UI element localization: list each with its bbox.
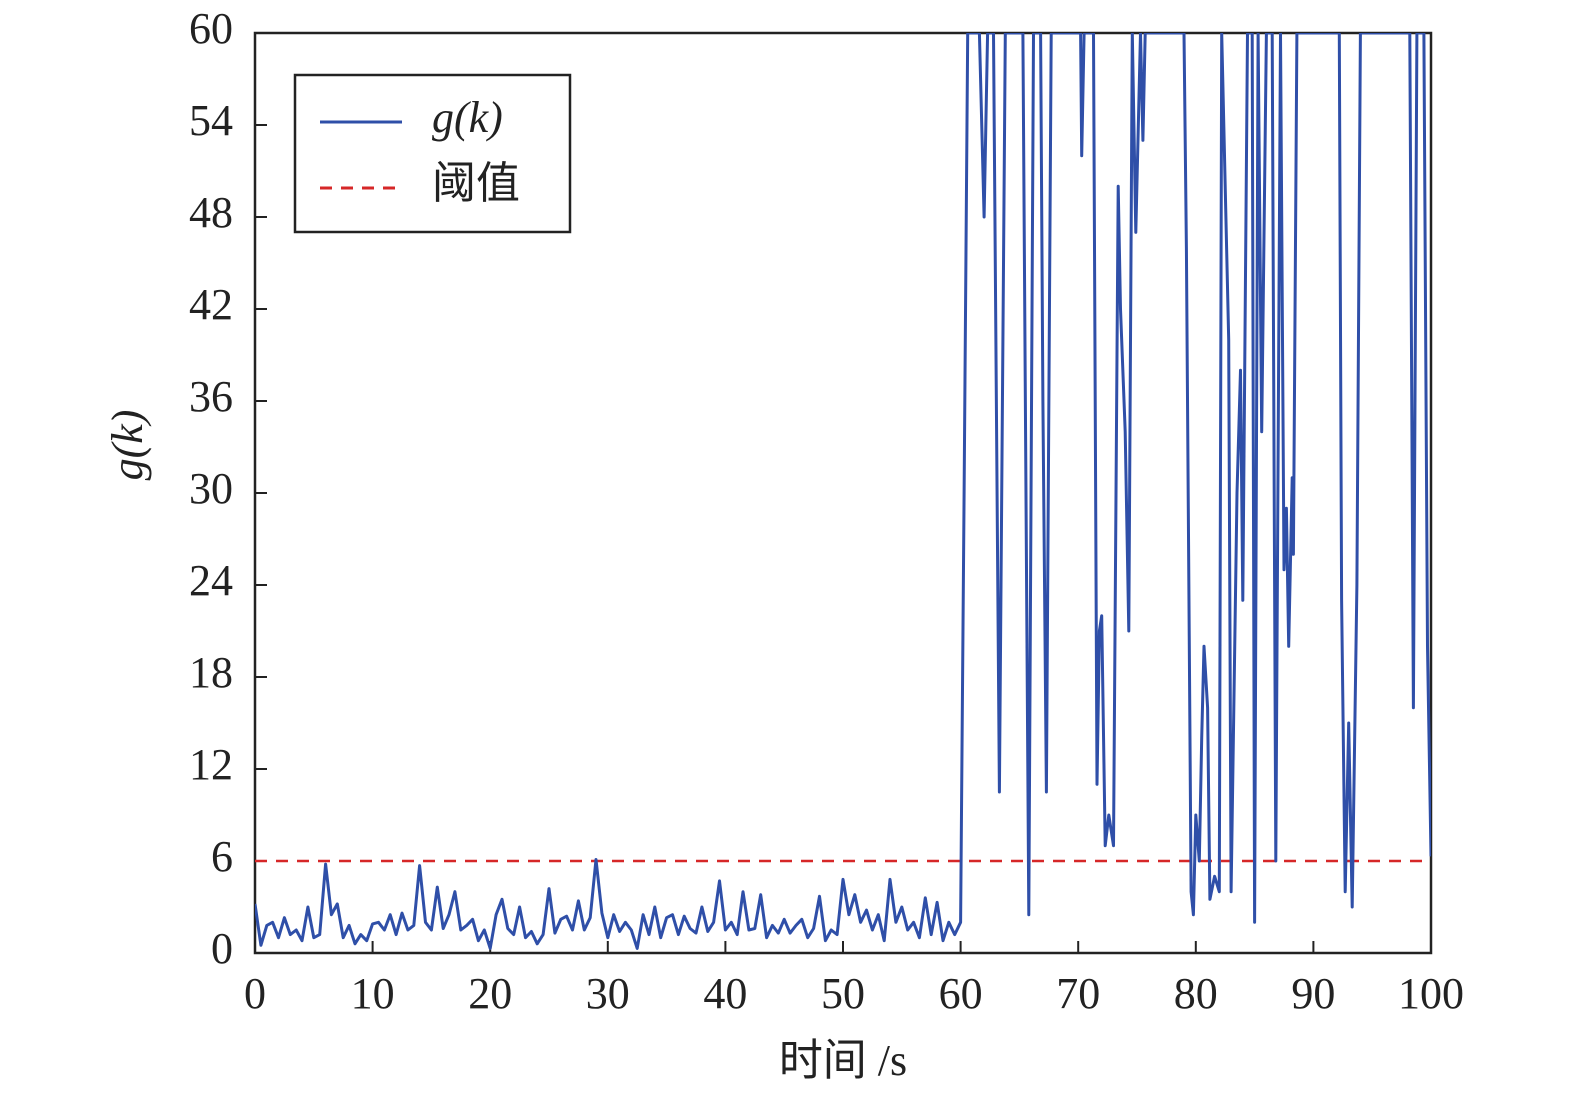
x-tick-label: 20 <box>468 969 512 1018</box>
legend-label: g(k) <box>432 93 503 142</box>
x-axis-label: 时间 /s <box>779 1036 907 1085</box>
x-tick-label: 10 <box>351 969 395 1018</box>
legend: g(k) 阈值 <box>293 73 572 234</box>
data-line <box>255 33 1431 950</box>
y-tick-label: 30 <box>189 464 233 513</box>
y-tick-label: 54 <box>189 96 233 145</box>
y-tick-label: 24 <box>189 556 233 605</box>
y-tick-label: 6 <box>211 832 233 881</box>
x-tick-label: 50 <box>821 969 865 1018</box>
x-tick-label: 30 <box>586 969 630 1018</box>
x-tick-label: 80 <box>1174 969 1218 1018</box>
y-tick-label: 12 <box>189 740 233 789</box>
y-tick-label: 60 <box>189 4 233 53</box>
legend-label: 阈值 <box>432 159 520 208</box>
x-tick-label: 100 <box>1398 969 1464 1018</box>
y-tick-label: 0 <box>211 924 233 973</box>
y-axis-label: g(k) <box>103 410 152 481</box>
legend-frame <box>293 73 572 234</box>
x-tick-label: 40 <box>703 969 747 1018</box>
x-tick-label: 90 <box>1291 969 1335 1018</box>
x-tick-label: 70 <box>1056 969 1100 1018</box>
y-tick-label: 18 <box>189 648 233 697</box>
y-tick-label: 48 <box>189 188 233 237</box>
y-tick-label: 42 <box>189 280 233 329</box>
x-tick-label: 60 <box>939 969 983 1018</box>
y-tick-label: 36 <box>189 372 233 421</box>
x-tick-label: 0 <box>244 969 266 1018</box>
